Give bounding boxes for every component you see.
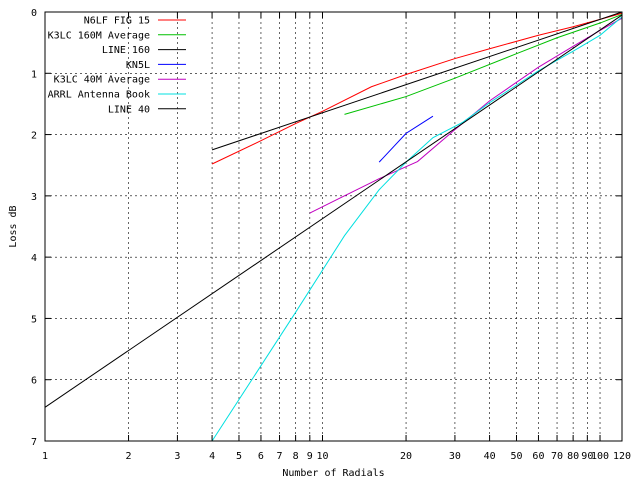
legend-label: LINE 160: [102, 45, 150, 56]
x-tick-label: 10: [316, 451, 328, 462]
x-tick-label: 1: [42, 451, 48, 462]
legend-label: K3LC 160M Average: [48, 30, 150, 41]
x-tick-label: 100: [591, 451, 609, 462]
plot-frame: [44, 11, 623, 442]
series-layer: [44, 11, 623, 442]
x-tick-label: 50: [510, 451, 522, 462]
x-tick-label: 40: [484, 451, 496, 462]
x-tick-label: 9: [307, 451, 313, 462]
y-tick-label: 5: [31, 314, 37, 325]
y-tick-labels: 0 1 2 3 4 5 6 7: [31, 8, 37, 448]
x-tick-label: 30: [449, 451, 461, 462]
x-tick-label: 5: [236, 451, 242, 462]
x-tick-label: 120: [613, 451, 631, 462]
y-tick-label: 4: [31, 253, 37, 264]
legend-label: N6LF FIG 15: [84, 16, 150, 27]
x-tick-label: 90: [581, 451, 593, 462]
x-tick-label: 70: [551, 451, 563, 462]
series-line-line-40: [44, 14, 623, 408]
x-tick-label: 4: [209, 451, 215, 462]
x-axis-title: Number of Radials: [282, 468, 384, 479]
x-tick-label: 3: [174, 451, 180, 462]
legend-label: K3LC 40M Average: [54, 75, 150, 86]
y-tick-label: 3: [31, 192, 37, 203]
series-line-n6lf-fig-15: [211, 12, 623, 165]
series-line-line-160: [211, 11, 623, 151]
series-line-arrl-antenna-book: [211, 16, 623, 442]
series-line-k3lc-160m-average: [344, 13, 623, 115]
y-axis-title: Loss dB: [8, 205, 19, 247]
y-tick-label: 0: [31, 8, 37, 19]
grid: [45, 12, 622, 441]
legend: N6LF FIG 15 K3LC 160M Average LINE 160 KN5L…: [48, 16, 186, 115]
x-tick-label: 8: [293, 451, 299, 462]
x-tick-label: 6: [258, 451, 264, 462]
series-line-kn5l: [378, 115, 434, 163]
x-tick-label: 60: [532, 451, 544, 462]
y-tick-label: 6: [31, 376, 37, 387]
y-tick-label: 7: [31, 437, 37, 448]
legend-label: LINE 40: [108, 104, 150, 115]
y-tick-label: 1: [31, 69, 37, 80]
x-tick-label: 80: [567, 451, 579, 462]
x-tick-label: 7: [277, 451, 283, 462]
axis-ticks: [44, 11, 623, 442]
y-tick-label: 2: [31, 131, 37, 142]
legend-label: KN5L: [126, 60, 150, 71]
x-tick-label: 20: [400, 451, 412, 462]
legend-label: ARRL Antenna Book: [48, 90, 150, 101]
x-tick-label: 2: [126, 451, 132, 462]
